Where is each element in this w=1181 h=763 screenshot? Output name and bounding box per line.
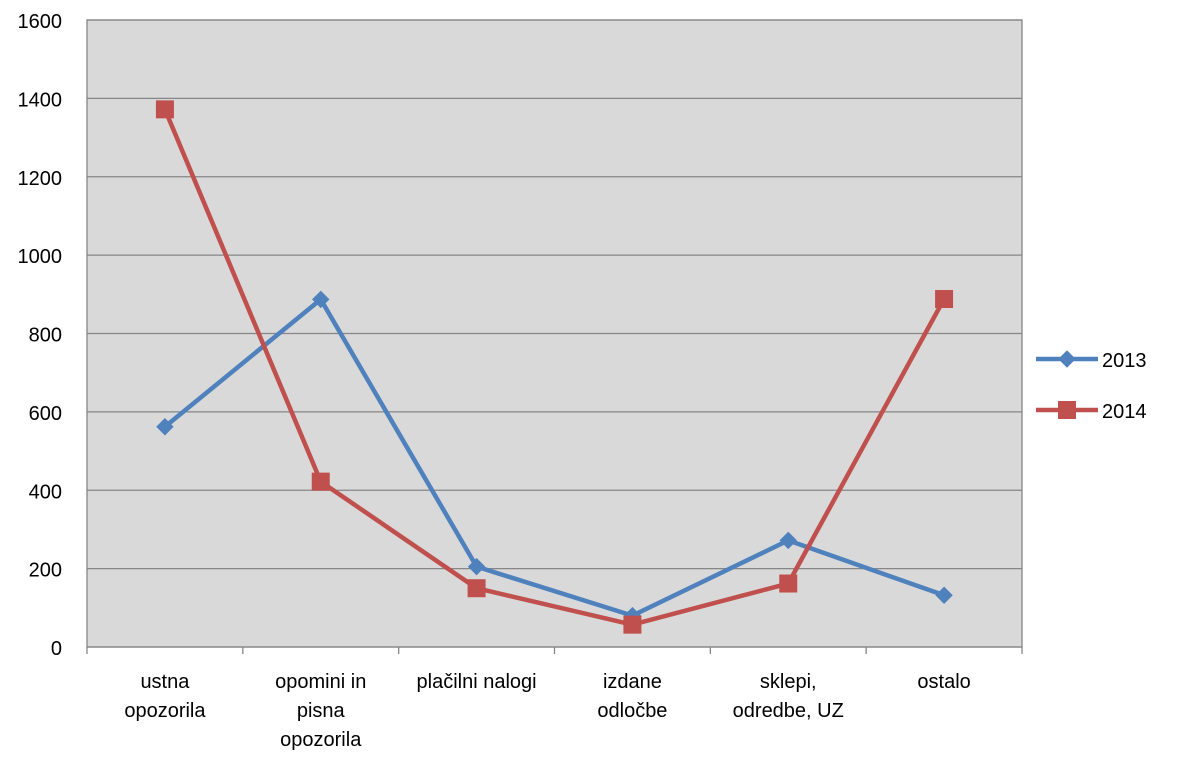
y-tick-label: 1600 bbox=[18, 11, 63, 33]
y-tick-label: 400 bbox=[29, 481, 62, 503]
x-tick-label: plačilni nalogi bbox=[417, 671, 537, 693]
y-axis: 0 200 400 600 800 1000 1200 1400 1600 bbox=[18, 11, 63, 660]
data-point-2013 bbox=[312, 290, 330, 309]
data-point-2014 bbox=[623, 615, 642, 634]
data-point-2013 bbox=[935, 586, 953, 604]
y-tick-label: 800 bbox=[29, 325, 62, 347]
data-point-2014 bbox=[467, 579, 486, 598]
data-point-2014 bbox=[311, 472, 330, 491]
series-line-2014 bbox=[162, 107, 947, 627]
x-tick-label-line: ustna bbox=[140, 671, 190, 693]
legend-item-2013: 2013 bbox=[1036, 350, 1147, 372]
data-point-2013 bbox=[779, 531, 797, 550]
x-axis: ustna opozorila opomini in pisna opozorila pl… bbox=[86, 647, 1023, 751]
data-point-2014 bbox=[779, 574, 798, 593]
y-tick-label: 1000 bbox=[18, 246, 63, 268]
legend-marker bbox=[1058, 350, 1076, 368]
x-tick-label: izdane odločbe bbox=[597, 671, 667, 722]
x-tick-label-line: odločbe bbox=[597, 700, 667, 722]
y-tick-label: 200 bbox=[29, 560, 62, 582]
legend-marker bbox=[1058, 401, 1076, 419]
x-tick-label: ostalo bbox=[917, 671, 970, 693]
x-tick-label-line: plačilni nalogi bbox=[417, 671, 537, 693]
x-tick-label-line: ostalo bbox=[917, 671, 970, 693]
x-tick-label-line: odredbe, UZ bbox=[733, 700, 844, 722]
legend-item-2014: 2014 bbox=[1036, 401, 1147, 423]
y-tick-label: 600 bbox=[29, 403, 62, 425]
x-tick-label-line: izdane bbox=[603, 671, 662, 693]
x-tick-label-line: pisna bbox=[297, 700, 346, 722]
series-2014 bbox=[155, 100, 954, 634]
x-tick-label: ustna opozorila bbox=[124, 671, 206, 722]
x-tick-label-line: opomini in bbox=[275, 671, 366, 693]
series-line-2013 bbox=[162, 297, 947, 618]
x-tick-label-line: opozorila bbox=[124, 700, 206, 722]
y-tick-label: 1200 bbox=[18, 168, 63, 190]
y-tick-label: 0 bbox=[51, 638, 62, 660]
legend: 2013 2014 bbox=[1036, 350, 1147, 423]
data-point-2013 bbox=[467, 557, 486, 576]
series-layer bbox=[155, 100, 954, 634]
legend-label: 2014 bbox=[1102, 401, 1147, 423]
x-tick-label-line: sklepi, bbox=[760, 671, 817, 693]
x-tick-label: opomini in pisna opozorila bbox=[275, 671, 366, 751]
data-point-2014 bbox=[155, 100, 174, 119]
data-point-2013 bbox=[156, 418, 174, 436]
data-point-2014 bbox=[935, 290, 954, 309]
x-tick-label: sklepi, odredbe, UZ bbox=[733, 671, 844, 722]
y-tick-label: 1400 bbox=[18, 89, 63, 111]
x-tick-label-line: opozorila bbox=[280, 729, 362, 751]
legend-label: 2013 bbox=[1102, 350, 1147, 372]
